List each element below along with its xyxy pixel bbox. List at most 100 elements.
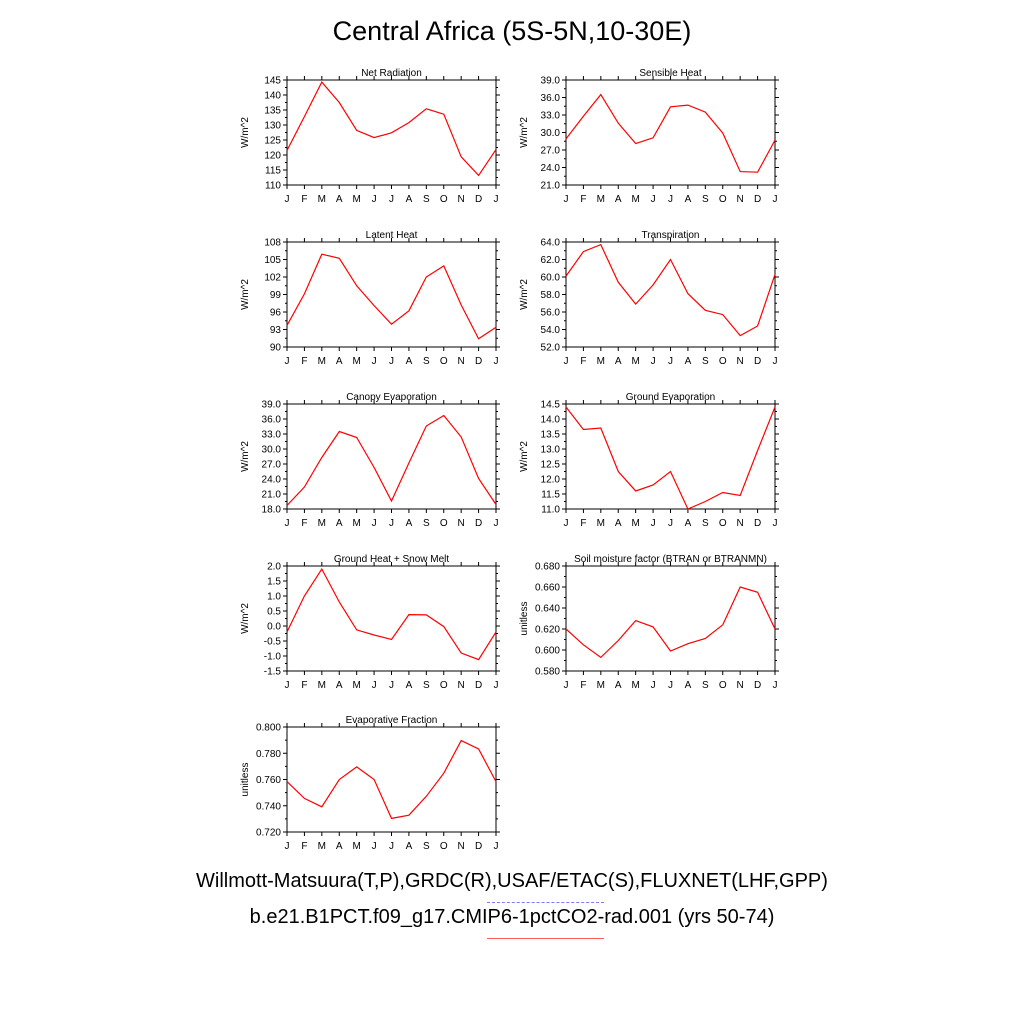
plot-frame [286, 403, 497, 510]
x-tick-label: M [352, 356, 360, 367]
y-tick-label: 56.0 [541, 308, 561, 319]
x-tick-label: S [423, 518, 430, 529]
figure-title: Central Africa (5S-5N,10-30E) [332, 16, 692, 46]
x-tick-label: S [702, 356, 709, 367]
x-tick-label: M [631, 356, 639, 367]
x-tick-label: F [580, 680, 586, 691]
y-tick-label: 11.5 [541, 490, 560, 501]
x-tick-label: M [352, 194, 360, 205]
x-tick-label: M [318, 194, 326, 205]
x-tick-label: J [285, 518, 290, 529]
series-line [286, 567, 497, 661]
y-axis-label: unitless [240, 763, 251, 797]
x-tick-label: J [564, 356, 569, 367]
x-tick-label: N [458, 356, 465, 367]
x-tick-label: D [475, 194, 482, 205]
x-tick-label: M [631, 680, 639, 691]
panel-title: Ground Heat + Snow Melt [334, 554, 450, 565]
y-tick-label: 14.5 [541, 400, 561, 411]
x-tick-label: F [580, 194, 586, 205]
x-tick-label: M [631, 518, 639, 529]
x-tick-label: N [458, 194, 465, 205]
y-tick-label: 0.600 [535, 646, 560, 657]
x-tick-label: O [440, 841, 448, 852]
x-tick-label: O [440, 680, 448, 691]
y-tick-label: 0.5 [267, 607, 281, 618]
x-tick-label: J [773, 680, 778, 691]
x-tick-label: N [737, 518, 744, 529]
x-tick-label: J [651, 356, 656, 367]
y-tick-label: 125 [264, 136, 281, 147]
y-tick-label: 18.0 [262, 505, 282, 516]
x-tick-label: S [423, 841, 430, 852]
x-tick-label: J [389, 194, 394, 205]
y-tick-label: 30.0 [541, 128, 561, 139]
x-tick-label: D [754, 356, 761, 367]
series-line [565, 406, 776, 510]
x-tick-label: F [301, 841, 307, 852]
x-tick-label: J [494, 841, 499, 852]
y-tick-label: 102 [264, 273, 281, 284]
x-tick-label: J [285, 680, 290, 691]
y-tick-label: 24.0 [541, 163, 561, 174]
x-tick-label: M [352, 841, 360, 852]
x-tick-label: J [668, 194, 673, 205]
x-tick-label: O [719, 680, 727, 691]
y-tick-label: -0.5 [264, 637, 282, 648]
series-line [286, 253, 497, 340]
y-tick-label: 54.0 [541, 325, 561, 336]
panel-title: Canopy Evaporation [346, 392, 437, 403]
chart-panel-8: Soil moisture factor (BTRAN or BTRANMN) u… [519, 554, 779, 691]
x-tick-label: N [737, 194, 744, 205]
y-tick-label: 36.0 [262, 415, 282, 426]
x-tick-label: M [318, 356, 326, 367]
x-tick-label: J [389, 680, 394, 691]
y-tick-label: 0.740 [256, 801, 281, 812]
y-tick-label: 0.680 [535, 562, 560, 573]
y-tick-label: 12.0 [541, 475, 561, 486]
panel-title: Evaporative Fraction [346, 715, 438, 726]
y-tick-label: 90 [270, 343, 282, 354]
y-tick-label: 115 [265, 166, 281, 177]
y-tick-label: 64.0 [541, 238, 561, 249]
y-tick-label: 14.0 [541, 415, 561, 426]
x-tick-label: A [685, 680, 692, 691]
panel-title: Latent Heat [366, 230, 418, 241]
x-tick-label: J [389, 356, 394, 367]
panel-title: Soil moisture factor (BTRAN or BTRANMN) [574, 554, 767, 565]
x-tick-label: A [615, 518, 622, 529]
y-tick-label: 30.0 [262, 445, 282, 456]
y-tick-label: 105 [264, 255, 281, 266]
legend-model-label: b.e21.B1PCT.f09_g17.CMIP6-1pctCO2-rad.00… [249, 906, 775, 928]
x-tick-label: J [285, 841, 290, 852]
x-tick-label: S [702, 518, 709, 529]
x-tick-label: J [494, 194, 499, 205]
y-tick-label: 120 [264, 151, 281, 162]
x-tick-label: J [389, 518, 394, 529]
y-axis-label: W/m^2 [240, 441, 251, 472]
legend-observations-line [487, 902, 604, 903]
plot-frame [565, 241, 776, 348]
x-tick-label: J [372, 356, 377, 367]
panel-title: Sensible Heat [639, 68, 701, 79]
chart-panel-5: Canopy Evaporation W/m^2 18.0 21.0 24.0 27.0 3… [240, 392, 500, 529]
panel-title: Net Radiation [361, 68, 422, 79]
y-tick-label: 27.0 [541, 146, 561, 157]
x-tick-label: S [423, 680, 430, 691]
x-tick-label: J [773, 194, 778, 205]
y-axis-label: W/m^2 [519, 117, 530, 148]
y-tick-label: 52.0 [541, 343, 561, 354]
series-line [286, 739, 497, 820]
x-tick-label: F [301, 518, 307, 529]
x-tick-label: J [372, 680, 377, 691]
x-tick-label: J [773, 518, 778, 529]
series-line [286, 414, 497, 506]
y-tick-label: 0.580 [535, 667, 560, 678]
plot-frame [286, 565, 497, 672]
legend-observations-label: Willmott-Matsuura(T,P),GRDC(R),USAF/ETAC… [196, 870, 828, 892]
x-tick-label: O [440, 518, 448, 529]
y-tick-label: -1.5 [264, 667, 282, 678]
x-tick-label: O [440, 356, 448, 367]
x-tick-label: A [336, 518, 343, 529]
